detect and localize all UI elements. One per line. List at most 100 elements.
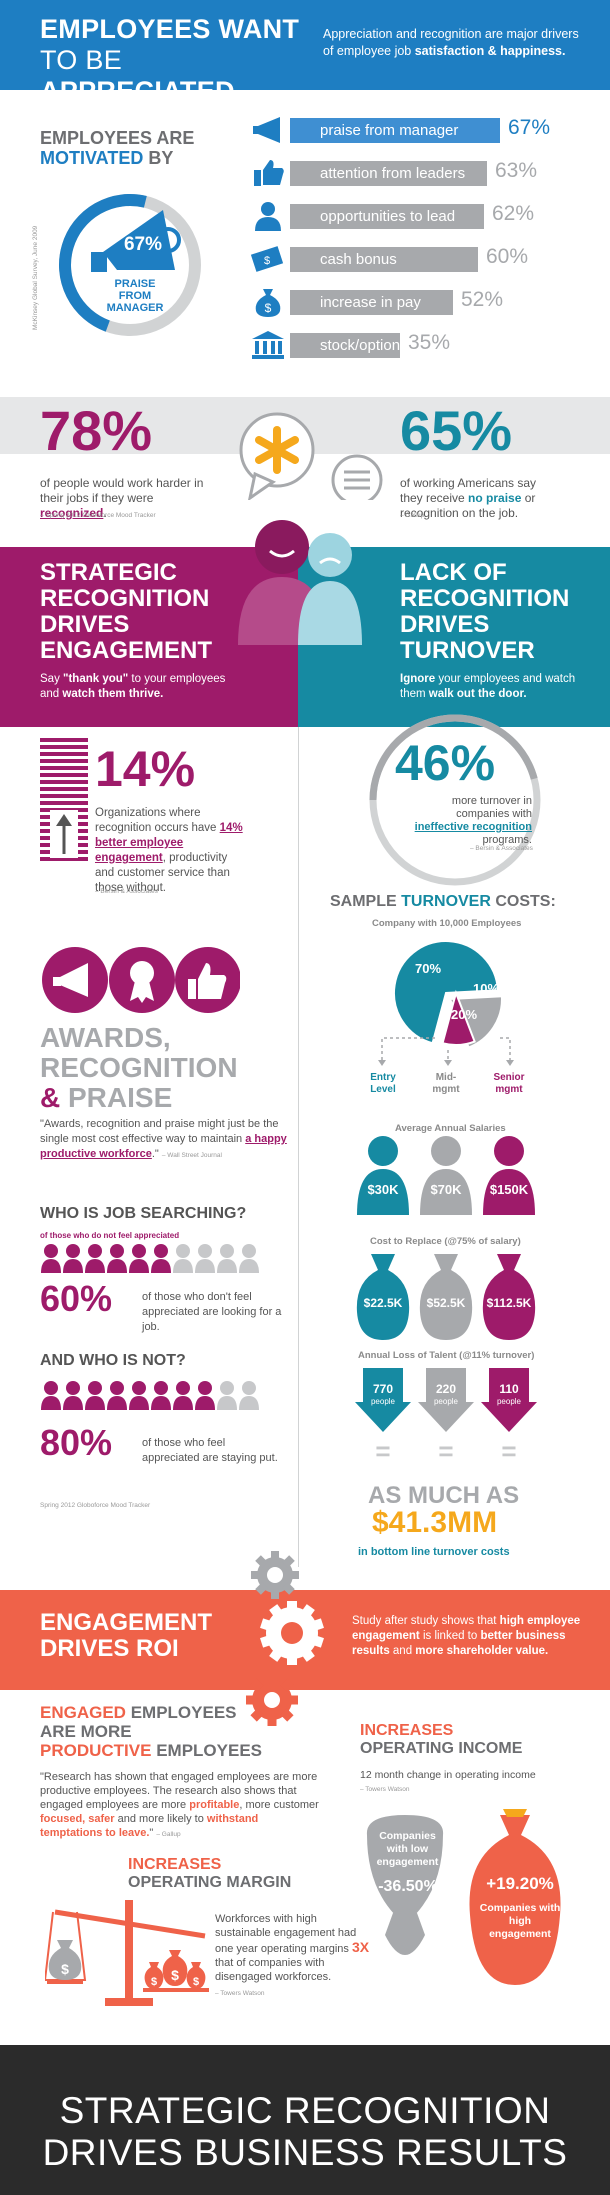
stat-46-value: 46% [395,735,496,791]
person-filled-icon [85,1381,105,1410]
cash-icon: $ [250,246,284,272]
donut-label-1: PRAISE [115,278,156,290]
bar-attention: attention from leaders [290,161,487,186]
stat-46-desc: more turnover in companies with ineffect… [414,795,532,846]
replace-bag-icon-0 [356,1254,410,1340]
engagement-meter [40,738,88,861]
meter-stripe [40,773,88,777]
gear-tooth [289,1571,299,1579]
bar-pct-lead: 62% [492,202,535,225]
strategic-sub: Say "thank you" to your employees and wa… [40,673,226,700]
income-bags [366,1809,561,1985]
gear-tooth [271,1589,279,1599]
person-filled-icon [129,1244,149,1273]
level-sub-1: mgmt [432,1084,460,1095]
company-size: Company with 10,000 Employees [372,918,522,929]
stat-78-source: – Spring 2012 Globoforce Mood Tracker [40,512,156,519]
loss-value-2: 110 [499,1382,519,1396]
avg-salaries-label: Average Annual Salaries [395,1123,506,1134]
gear-tooth [271,1551,279,1561]
person-filled-icon [151,1381,171,1410]
equals-sign-1: = [438,1436,454,1466]
connector-arrow-entry [378,1060,386,1066]
as-much-as: AS MUCH AS [368,1482,520,1509]
turnover-total: $41.3MM [372,1506,498,1539]
asterisk-bubble-icon [239,412,315,500]
margin-desc: Workforces with high sustainable engagem… [215,1913,370,1983]
salary-value-2: $150K [489,1182,529,1197]
person-filled-icon [173,1381,193,1410]
people-figures [238,520,362,645]
pie-label-1: 20% [451,1007,477,1022]
gear-tooth [255,1582,268,1595]
bottom-line-label: in bottom line turnover costs [358,1546,510,1558]
gear-tooth [251,1571,261,1579]
person-filled-icon [151,1244,171,1273]
gear-tooth [300,1604,315,1619]
ribbon-circle-icon [109,947,175,1013]
stat-14-value: 14% [95,741,196,797]
salary-value-0: $30K [367,1182,399,1197]
low-engagement-bag [366,1815,444,1955]
bar-cash: cash bonus [290,247,478,272]
roi-desc: Study after study shows that high employ… [352,1615,581,1657]
person-filled-icon [41,1244,61,1273]
gear-large [260,1601,324,1665]
loss-arrow-icon-0 [355,1368,411,1432]
replace-value-1: $52.5K [426,1296,466,1310]
footer-title: STRATEGIC RECOGNITION DRIVES BUSINESS RES… [42,2090,568,2173]
gear-tooth [280,1678,294,1692]
person-empty-icon [217,1381,237,1410]
bar-stock: stock/options [290,333,408,358]
gear-tooth [300,1647,315,1662]
salary-person-icon-1 [420,1136,472,1215]
stat-78-desc: of people would work harder in their job… [40,476,204,520]
svg-text:$: $ [193,1976,199,1988]
ring-arc [369,714,538,801]
person-empty-icon [173,1244,193,1273]
bar-pct-praise: 67% [508,116,551,139]
income-source: – Towers Watson [360,1786,410,1793]
svg-text:$: $ [265,301,272,315]
person-filled-icon [85,1244,105,1273]
stat-14-desc: Organizations where recognition occurs h… [95,807,243,894]
equals-sign-0: = [375,1436,391,1466]
person-filled-icon [63,1244,83,1273]
meter-stripe [40,745,88,749]
donut-pct: 67% [124,234,162,255]
pie-slice-2 [441,989,476,1046]
not-searching-title: AND WHO IS NOT? [40,1352,186,1369]
donut-label-2: FROM [119,290,151,302]
connector-entry [381,1037,435,1060]
equals-sign-2: = [501,1436,517,1466]
searching-value: 60% [40,1278,113,1319]
person-empty-icon [239,1381,259,1410]
header-title-line2: TO BE APPRECIATED [40,45,235,106]
person-empty-icon [195,1244,215,1273]
engaged-quote: "Research has shown that engaged employe… [40,1771,319,1839]
person-empty-icon [217,1244,237,1273]
gear-tooth [282,1582,295,1595]
bar-pct-cash: 60% [486,245,529,268]
gear-tooth [288,1695,298,1705]
person-filled-icon [63,1381,83,1410]
connector-senior [500,1037,511,1060]
person-filled-icon [41,1381,61,1410]
loss-people-0: people [370,1397,396,1406]
header-title-line1: EMPLOYEES WANT [40,14,300,44]
header-title: EMPLOYEES WANT TO BE APPRECIATED [40,14,320,107]
loss-value-1: 220 [435,1382,457,1396]
not-searching-people [41,1381,259,1410]
replace-value-2: $112.5K [486,1296,532,1310]
thumbs-up-circle-icon [175,947,240,1013]
gear-tooth [280,1708,294,1722]
loss-arrow-icon-1 [418,1368,474,1432]
lack-title: LACK OF RECOGNITION DRIVES TURNOVER [400,559,570,664]
loss-people-2: people [496,1397,522,1406]
meter-stripe [40,787,88,791]
level-name-2: Senior [493,1072,525,1083]
low-engagement-value: -36.50% [378,1878,438,1895]
gear-tooth [260,1618,273,1631]
connector-arrow-senior [506,1060,514,1066]
salary-person-icon-2 [483,1136,535,1215]
